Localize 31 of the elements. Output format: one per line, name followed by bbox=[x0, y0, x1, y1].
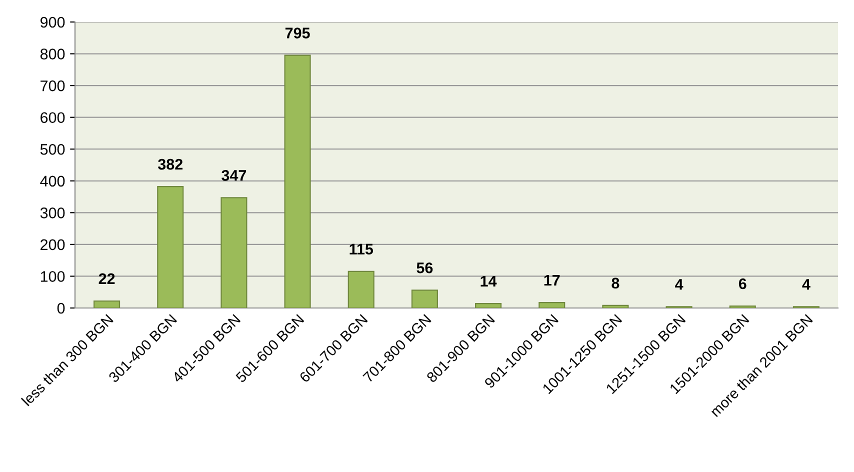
data-label: 8 bbox=[612, 278, 620, 289]
y-tick-label: 400 bbox=[40, 176, 65, 187]
bar bbox=[538, 302, 566, 308]
data-label: 17 bbox=[544, 275, 560, 286]
data-label: 6 bbox=[738, 278, 746, 290]
y-tick-label: 900 bbox=[40, 16, 65, 28]
bar bbox=[284, 54, 311, 308]
bar bbox=[475, 302, 502, 308]
bar bbox=[602, 304, 629, 308]
y-tick-label: 100 bbox=[40, 271, 65, 282]
y-tick-label: 200 bbox=[40, 239, 65, 250]
data-label: 347 bbox=[222, 170, 246, 181]
data-label: 115 bbox=[350, 244, 374, 255]
y-tick-label: 300 bbox=[40, 208, 65, 218]
data-label: 382 bbox=[158, 158, 183, 170]
bar bbox=[157, 186, 184, 308]
data-label: 56 bbox=[416, 262, 433, 274]
y-tick-label: 800 bbox=[40, 48, 65, 60]
y-tick-label: 500 bbox=[40, 144, 65, 155]
y-tick-label: 600 bbox=[40, 112, 65, 124]
bar bbox=[348, 270, 374, 308]
bar bbox=[220, 197, 248, 308]
data-label: 795 bbox=[285, 28, 310, 38]
data-label: 22 bbox=[98, 273, 115, 284]
bar bbox=[411, 290, 438, 308]
data-label: 4 bbox=[802, 279, 810, 290]
y-tick-label: 700 bbox=[40, 80, 65, 92]
data-label: 4 bbox=[675, 279, 684, 290]
y-tick-label: 0 bbox=[57, 302, 65, 314]
data-label: 14 bbox=[480, 276, 497, 286]
bar bbox=[94, 300, 120, 308]
